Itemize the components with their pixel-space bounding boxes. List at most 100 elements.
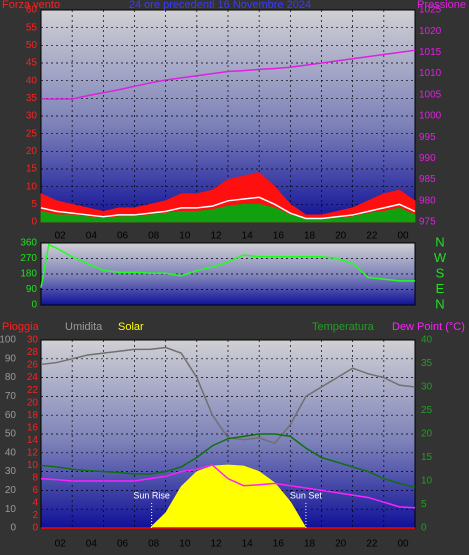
y-tick-label: 100 [0,335,16,346]
y-tick-label: 12 [27,447,39,458]
annotation: Sun Rise [133,490,170,500]
y-tick-label: 180 [20,269,37,280]
y-tick-label: 0 [31,217,37,228]
x-tick-label: 00 [397,539,409,550]
y-tick-label: 50 [5,429,17,440]
y-tick-label: 40 [421,335,433,346]
y-tick-label: 90 [26,284,38,295]
line [40,433,416,488]
y-tick-label: 55 [26,22,38,33]
x-tick-label: 16 [273,539,285,550]
x-tick-label: 22 [366,231,378,242]
y-tick-label: 40 [26,75,38,86]
axis-label: Pioggia [2,321,40,333]
annotation: Sun Set [290,490,323,500]
y-tick-label: 50 [26,40,38,51]
y-tick-label: N [435,234,444,249]
y-tick-label: 1015 [419,47,442,58]
axis-label: Pressione [417,0,466,11]
y-tick-label: 30 [27,335,39,346]
area [40,172,416,223]
x-tick-label: 18 [304,231,316,242]
y-tick-label: W [434,250,447,265]
y-tick-label: 980 [419,195,436,206]
y-tick-label: 25 [26,128,38,139]
x-tick-label: 02 [55,231,67,242]
y-tick-label: 4 [32,498,38,509]
y-tick-label: 45 [26,58,38,69]
y-tick-label: 20 [5,485,17,496]
y-tick-label: 10 [421,476,433,487]
y-tick-label: 30 [26,111,38,122]
y-tick-label: 15 [421,452,433,463]
x-tick-label: 04 [86,231,98,242]
y-tick-label: 60 [26,5,38,16]
y-tick-label: 35 [421,358,433,369]
y-tick-label: 0 [10,523,16,534]
x-tick-label: 14 [242,539,254,550]
x-tick-label: 12 [210,231,222,242]
line [40,196,416,220]
x-tick-label: 22 [366,539,378,550]
line [40,346,416,445]
y-tick-label: 35 [26,93,38,104]
y-tick-label: 1000 [419,111,442,122]
x-tick-label: 10 [179,539,191,550]
y-tick-label: 5 [31,199,37,210]
x-tick-label: 18 [304,539,316,550]
y-tick-label: 24 [27,372,39,383]
y-tick-label: 2 [32,510,38,521]
x-tick-label: 02 [55,539,67,550]
axis-label: Temperatura [312,321,375,333]
line [40,243,415,288]
x-tick-label: 16 [273,231,285,242]
y-tick-label: 80 [5,372,17,383]
axis-label: Forza vento [2,0,60,11]
y-tick-label: 990 [419,153,436,164]
x-tick-label: 06 [117,231,129,242]
area [40,203,416,223]
y-tick-label: N [435,296,444,311]
y-tick-label: 1010 [419,68,442,79]
y-tick-label: 20 [26,146,38,157]
x-tick-label: 14 [242,231,254,242]
x-tick-label: 20 [335,539,347,550]
x-tick-label: 08 [148,231,160,242]
y-tick-label: 30 [421,382,433,393]
chart-title: 24 ore precedenti 16 Novembre 2024 [129,0,311,11]
x-tick-label: 00 [397,231,409,242]
y-tick-label: 25 [421,405,433,416]
legend-label: Solar [118,321,144,333]
y-tick-label: E [436,281,445,296]
y-tick-label: 0 [32,523,38,534]
y-tick-label: 10 [26,181,38,192]
y-tick-label: 20 [421,429,433,440]
y-tick-label: 1020 [419,26,442,37]
y-tick-label: 360 [20,238,37,249]
y-tick-label: 10 [5,504,17,515]
y-tick-label: 70 [5,391,17,402]
y-tick-label: 26 [27,360,39,371]
x-tick-label: 12 [210,539,222,550]
legend-label: Dew Point (°C) [392,321,465,333]
y-tick-label: 8 [32,473,38,484]
x-tick-label: 10 [179,231,191,242]
y-tick-label: 90 [5,353,17,364]
y-tick-label: 18 [27,410,39,421]
y-tick-label: 14 [27,435,39,446]
y-tick-label: 15 [26,164,38,175]
y-tick-label: 270 [20,253,37,264]
y-tick-label: 30 [5,466,17,477]
y-tick-label: 995 [419,132,436,143]
axis-label: Umidita [65,321,103,333]
x-tick-label: 08 [148,539,160,550]
line [40,464,416,509]
y-tick-label: 0 [31,300,37,311]
y-tick-label: 6 [32,485,38,496]
y-tick-label: 22 [27,385,39,396]
y-tick-label: 5 [421,499,427,510]
y-tick-label: 975 [419,217,436,228]
y-tick-label: 1025 [419,5,442,16]
y-tick-label: 28 [27,347,39,358]
